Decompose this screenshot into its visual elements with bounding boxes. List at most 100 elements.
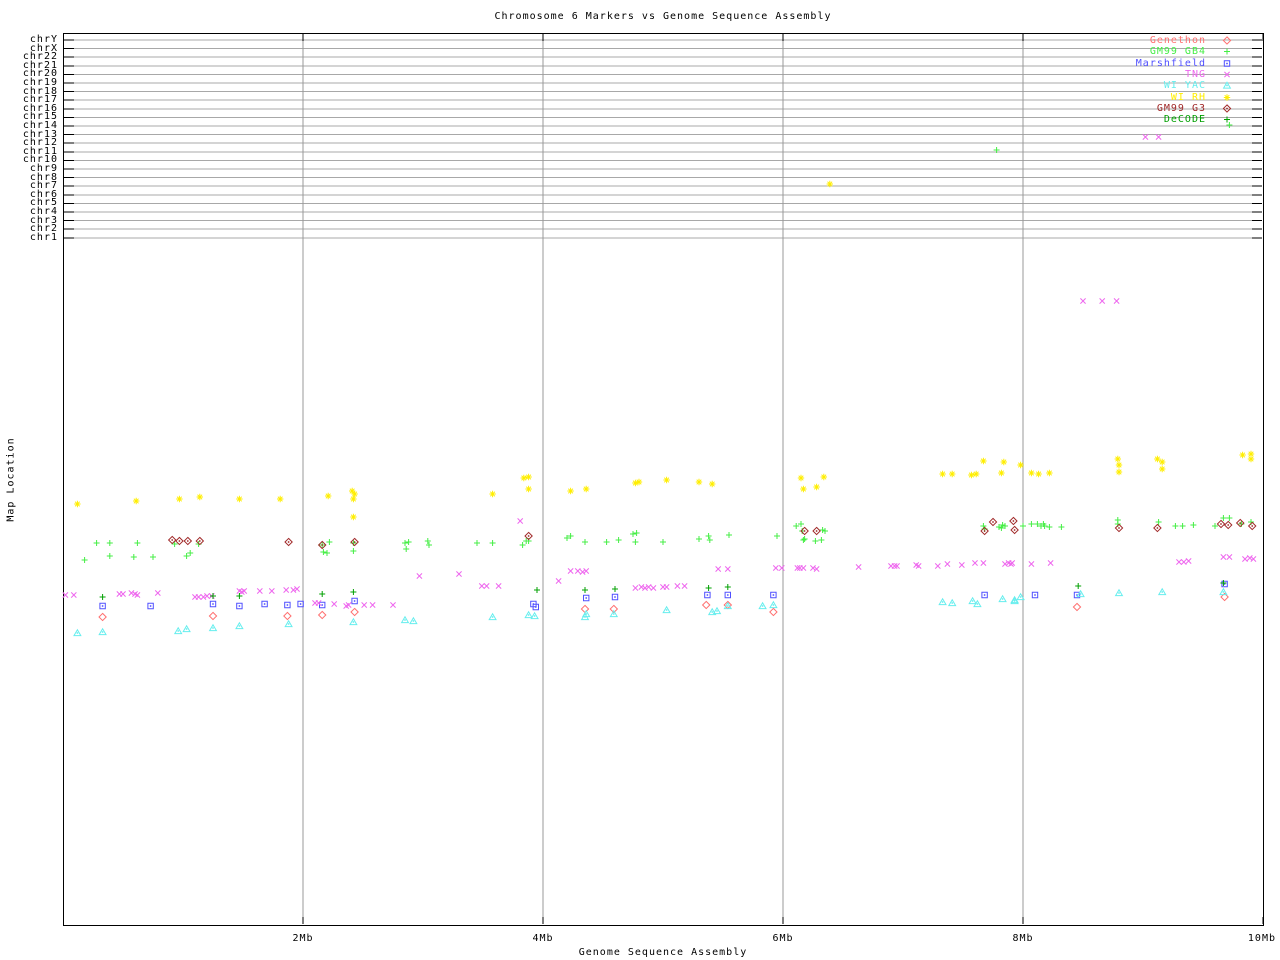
- data-point-genethon: [1072, 602, 1082, 612]
- data-point-tng: [62, 592, 69, 598]
- legend-item-decode: DeCODE: [1020, 114, 1248, 125]
- legend-marker-glyph: [1224, 116, 1230, 123]
- data-point-wi-yac: [400, 615, 410, 624]
- data-point-marshfield: [770, 591, 777, 599]
- data-point-gm99-gb4: [1226, 122, 1233, 128]
- data-point-gm99-gb4: [603, 539, 610, 545]
- data-point-wi-yac: [235, 621, 244, 630]
- data-point-wi-rh: [968, 471, 975, 479]
- data-point-tng: [268, 588, 275, 594]
- data-point-tng: [1185, 558, 1192, 564]
- data-point-tng: [134, 592, 141, 598]
- chr-axis-label: chr14: [22, 120, 58, 131]
- legend-label: DeCODE: [1163, 114, 1206, 126]
- chr-axis-label: chr4: [29, 206, 58, 217]
- x-tick-label: 8Mb: [1012, 933, 1034, 944]
- data-point-tng: [715, 566, 722, 572]
- data-point-wi-rh: [800, 485, 807, 493]
- data-point-wi-yac: [712, 606, 722, 615]
- chr-axis-label: chr1: [29, 231, 58, 243]
- data-point-genethon: [701, 600, 711, 610]
- data-point-tng: [891, 563, 898, 569]
- data-point-gm99-gb4: [1226, 515, 1233, 521]
- data-point-wi-yac: [488, 612, 497, 621]
- data-point-gm99-gb4: [660, 539, 666, 545]
- data-point-tng: [1242, 556, 1248, 562]
- data-point-tng: [778, 565, 785, 571]
- data-point-wi-rh: [236, 495, 243, 503]
- data-point-gm99-gb4: [564, 535, 570, 541]
- data-point-wi-rh: [826, 180, 833, 188]
- data-point-wi-rh: [350, 495, 357, 503]
- data-point-tng: [567, 568, 574, 574]
- data-point-gm99-g3: [1216, 519, 1226, 529]
- legend-marker-triangle-dot-icon: [1206, 80, 1248, 91]
- data-point-gm99-gb4: [324, 550, 330, 556]
- data-point-marshfield: [724, 591, 731, 599]
- data-point-wi-yac: [968, 596, 977, 605]
- data-point-gm99-gb4: [705, 533, 712, 539]
- data-point-wi-rh: [525, 473, 532, 481]
- data-point-tng: [650, 585, 657, 591]
- data-point-wi-yac: [349, 617, 358, 626]
- data-point-wi-rh: [695, 478, 703, 486]
- legend-label: Marshfield: [1135, 57, 1206, 69]
- data-point-wi-rh: [1247, 450, 1255, 458]
- data-point-wi-yac: [98, 627, 107, 636]
- data-point-decode: [1075, 583, 1082, 589]
- data-point-tng: [674, 583, 681, 589]
- data-point-wi-rh: [632, 479, 639, 487]
- data-point-wi-yac: [1114, 588, 1124, 597]
- data-point-tng: [583, 568, 590, 574]
- data-point-tng: [958, 562, 965, 568]
- data-point-tng: [642, 585, 648, 591]
- data-point-gm99-gb4: [1041, 523, 1048, 529]
- data-point-gm99-gb4: [424, 538, 431, 544]
- chr-axis-label: chr16: [22, 102, 58, 114]
- data-point-wi-rh: [349, 487, 356, 495]
- data-point-wi-yac: [609, 609, 619, 618]
- data-point-tng: [200, 594, 207, 600]
- chr-axis-label: chr6: [29, 188, 58, 200]
- legend-label: GM99 G3: [1156, 102, 1206, 114]
- data-point-genethon: [208, 611, 218, 621]
- data-point-gm99-gb4: [567, 533, 574, 539]
- data-point-genethon: [283, 611, 292, 621]
- data-point-tng: [724, 566, 731, 572]
- chr-axis-label: chr10: [22, 154, 58, 166]
- data-point-wi-rh: [520, 474, 527, 482]
- legend-label: GM99 GB4: [1149, 46, 1206, 58]
- plot-frame: [63, 33, 1264, 926]
- chr-axis-label: chr3: [29, 214, 58, 226]
- data-point-gm99-gb4: [405, 539, 412, 545]
- data-point-tng: [283, 587, 290, 593]
- data-point-gm99-gb4: [993, 147, 1000, 153]
- data-point-decode: [724, 584, 731, 590]
- data-point-gm99-gb4: [81, 557, 88, 563]
- data-point-gm99-gb4: [632, 539, 639, 545]
- legend-marker-diamond-open-icon: [1206, 35, 1248, 46]
- data-point-wi-rh: [1035, 470, 1042, 478]
- data-point-gm99-gb4: [320, 549, 327, 555]
- chr-axis-label: chr8: [29, 171, 58, 183]
- data-point-gm99-gb4: [630, 531, 636, 537]
- data-point-wi-rh: [939, 470, 946, 478]
- data-point-gm99-gb4: [93, 540, 100, 546]
- data-point-wi-rh: [325, 492, 332, 500]
- data-point-wi-rh: [820, 473, 827, 481]
- x-tick-label: 10Mb: [1247, 933, 1276, 944]
- data-point-gm99-g3: [1247, 521, 1257, 531]
- data-point-wi-rh: [74, 500, 81, 508]
- data-point-tng: [517, 518, 524, 524]
- data-point-decode: [319, 591, 326, 597]
- data-point-tng: [800, 565, 807, 571]
- data-point-decode: [99, 594, 106, 600]
- data-point-gm99-gb4: [134, 540, 141, 546]
- data-point-marshfield: [99, 602, 106, 610]
- data-point-wi-yac: [758, 601, 767, 610]
- data-point-tng: [331, 601, 338, 607]
- data-point-gm99-g3: [183, 536, 193, 546]
- data-point-tng: [1176, 559, 1182, 565]
- data-point-wi-yac: [524, 610, 533, 619]
- chr-axis-label: chrY: [29, 34, 58, 45]
